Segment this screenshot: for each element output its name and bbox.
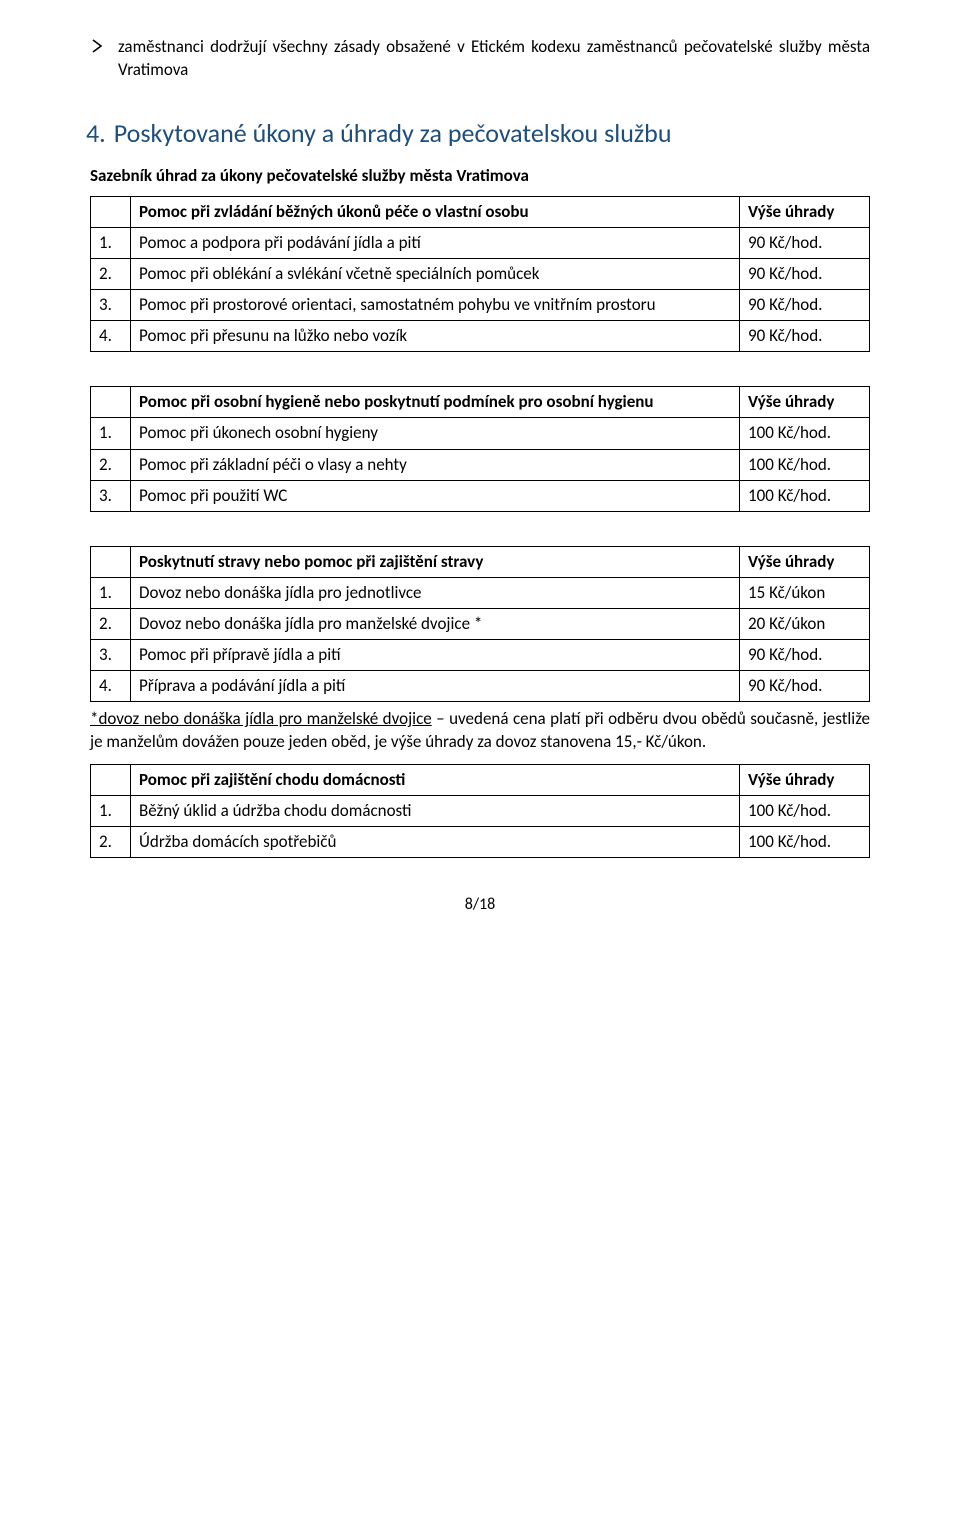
table-row: 2. Údržba domácích spotřebičů 100 Kč/hod… (91, 827, 870, 858)
table-rate-header: Výše úhrady (740, 196, 870, 227)
bullet-arrow-icon (90, 37, 104, 60)
table-row: 1. Pomoc při úkonech osobní hygieny 100 … (91, 418, 870, 449)
note-asterisk: *dovoz nebo donáška jídla pro manželské … (90, 708, 870, 754)
table-title: Pomoc při zvládání běžných úkonů péče o … (131, 196, 740, 227)
table-row: 1. Dovoz nebo donáška jídla pro jednotli… (91, 577, 870, 608)
table-row: 2. Pomoc při základní péči o vlasy a neh… (91, 449, 870, 480)
table-row: 3. Pomoc při použití WC 100 Kč/hod. (91, 480, 870, 511)
section-number: 4. (86, 116, 106, 151)
table-row: 2. Pomoc při oblékání a svlékání včetně … (91, 259, 870, 290)
table-title: Pomoc při zajištění chodu domácnosti (131, 765, 740, 796)
table-title: Poskytnutí stravy nebo pomoc při zajiště… (131, 546, 740, 577)
table-self-care: Pomoc při zvládání běžných úkonů péče o … (90, 196, 870, 352)
table-row: 4. Příprava a podávání jídla a pití 90 K… (91, 671, 870, 702)
section-heading: Poskytované úkony a úhrady za pečovatels… (114, 116, 672, 151)
subheading: Sazebník úhrad za úkony pečovatelské slu… (90, 165, 870, 188)
table-rate-header: Výše úhrady (740, 546, 870, 577)
table-row: 2. Dovoz nebo donáška jídla pro manželsk… (91, 608, 870, 639)
table-row: 4. Pomoc při přesunu na lůžko nebo vozík… (91, 321, 870, 352)
table-title: Pomoc při osobní hygieně nebo poskytnutí… (131, 387, 740, 418)
page-number: 8/18 (90, 894, 870, 916)
table-household: Pomoc při zajištění chodu domácnosti Výš… (90, 764, 870, 858)
table-rate-header: Výše úhrady (740, 387, 870, 418)
table-row: 1. Běžný úklid a údržba chodu domácnosti… (91, 796, 870, 827)
table-row: 1. Pomoc a podpora při podávání jídla a … (91, 228, 870, 259)
table-row: 3. Pomoc při přípravě jídla a pití 90 Kč… (91, 640, 870, 671)
table-food: Poskytnutí stravy nebo pomoc při zajiště… (90, 546, 870, 702)
table-hygiene: Pomoc při osobní hygieně nebo poskytnutí… (90, 386, 870, 511)
table-row: 3. Pomoc při prostorové orientaci, samos… (91, 290, 870, 321)
table-rate-header: Výše úhrady (740, 765, 870, 796)
bullet-text: zaměstnanci dodržují všechny zásady obsa… (118, 36, 870, 82)
